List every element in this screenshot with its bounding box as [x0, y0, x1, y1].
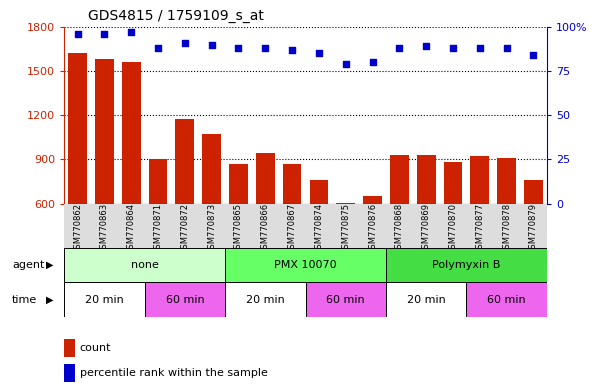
Bar: [363, 196, 382, 292]
Text: 20 min: 20 min: [85, 295, 124, 305]
Text: ▶: ▶: [46, 260, 53, 270]
Text: 20 min: 20 min: [246, 295, 285, 305]
Point: [341, 61, 351, 67]
Point: [233, 45, 243, 51]
Text: 60 min: 60 min: [166, 295, 204, 305]
Point: [100, 31, 109, 37]
Bar: [64, 248, 225, 282]
Bar: [336, 203, 355, 292]
Bar: [466, 282, 547, 317]
Bar: [122, 62, 141, 292]
Text: none: none: [131, 260, 158, 270]
Text: GDS4815 / 1759109_s_at: GDS4815 / 1759109_s_at: [89, 9, 264, 23]
Text: count: count: [79, 343, 111, 353]
Bar: [175, 119, 194, 292]
Bar: [95, 59, 114, 292]
Bar: [306, 282, 386, 317]
Bar: [229, 164, 248, 292]
Bar: [386, 282, 466, 317]
Bar: [64, 282, 145, 317]
Point: [448, 45, 458, 51]
Point: [126, 29, 136, 35]
Text: 60 min: 60 min: [326, 295, 365, 305]
Bar: [64, 364, 75, 382]
Text: PMX 10070: PMX 10070: [274, 260, 337, 270]
Bar: [68, 53, 87, 292]
Point: [529, 52, 538, 58]
Point: [73, 31, 82, 37]
Point: [207, 41, 216, 48]
Text: ▶: ▶: [46, 295, 53, 305]
Bar: [470, 156, 489, 292]
Text: agent: agent: [12, 260, 45, 270]
Point: [260, 45, 270, 51]
Bar: [283, 164, 301, 292]
Bar: [444, 162, 463, 292]
Bar: [417, 155, 436, 292]
Point: [180, 40, 190, 46]
Point: [422, 43, 431, 50]
Point: [287, 47, 297, 53]
Text: percentile rank within the sample: percentile rank within the sample: [79, 368, 268, 378]
Bar: [64, 339, 75, 356]
Point: [368, 59, 378, 65]
Point: [395, 45, 404, 51]
Bar: [524, 180, 543, 292]
Point: [502, 45, 511, 51]
Text: Polymyxin B: Polymyxin B: [432, 260, 500, 270]
Point: [153, 45, 163, 51]
Bar: [225, 282, 306, 317]
Bar: [390, 155, 409, 292]
Text: 60 min: 60 min: [488, 295, 526, 305]
Bar: [256, 154, 275, 292]
Text: 20 min: 20 min: [407, 295, 445, 305]
Bar: [310, 180, 328, 292]
Bar: [202, 134, 221, 292]
Text: time: time: [12, 295, 37, 305]
Bar: [225, 248, 386, 282]
Bar: [386, 248, 547, 282]
Point: [314, 50, 324, 56]
Point: [475, 45, 485, 51]
Bar: [148, 159, 167, 292]
Bar: [497, 158, 516, 292]
Bar: [145, 282, 225, 317]
